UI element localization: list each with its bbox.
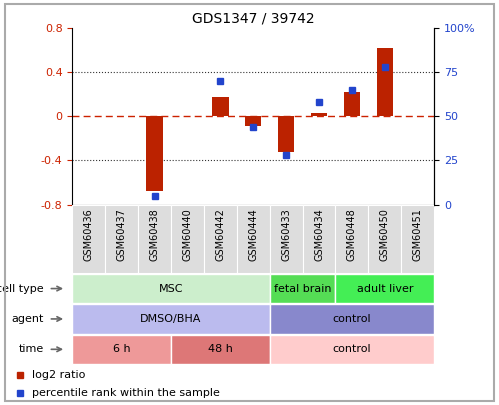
Text: agent: agent	[11, 314, 44, 324]
Bar	[105, 205, 138, 273]
Bar	[377, 48, 393, 116]
Text: cell type: cell type	[0, 284, 44, 294]
Bar	[269, 205, 302, 273]
Bar	[302, 205, 335, 273]
Text: control: control	[333, 314, 371, 324]
Text: GSM60448: GSM60448	[347, 208, 357, 261]
Text: DMSO/BHA: DMSO/BHA	[140, 314, 202, 324]
Text: log2 ratio: log2 ratio	[32, 370, 85, 380]
Title: GDS1347 / 39742: GDS1347 / 39742	[192, 12, 314, 26]
Bar	[335, 274, 434, 303]
Bar	[212, 97, 229, 116]
Text: adult liver: adult liver	[357, 284, 413, 294]
Text: fetal brain: fetal brain	[274, 284, 331, 294]
Text: 48 h: 48 h	[208, 344, 233, 354]
Text: GSM60434: GSM60434	[314, 208, 324, 261]
Text: GSM60433: GSM60433	[281, 208, 291, 261]
Text: GSM60440: GSM60440	[183, 208, 193, 261]
Bar	[269, 335, 434, 364]
Bar	[278, 116, 294, 151]
Bar	[335, 205, 368, 273]
Bar	[245, 116, 261, 126]
Bar	[72, 305, 269, 334]
Bar	[204, 205, 237, 273]
Text: 6 h: 6 h	[113, 344, 131, 354]
Bar	[237, 205, 269, 273]
Text: control: control	[333, 344, 371, 354]
Text: GSM60444: GSM60444	[248, 208, 258, 261]
Bar	[401, 205, 434, 273]
Text: GSM60450: GSM60450	[380, 208, 390, 261]
Bar	[72, 274, 269, 303]
Bar	[269, 305, 434, 334]
Text: GSM60438: GSM60438	[150, 208, 160, 261]
Bar	[311, 113, 327, 116]
Text: GSM60442: GSM60442	[216, 208, 226, 261]
Bar	[368, 205, 401, 273]
Bar	[171, 205, 204, 273]
Text: GSM60436: GSM60436	[84, 208, 94, 261]
Bar	[269, 274, 335, 303]
Bar	[171, 335, 269, 364]
Text: time: time	[18, 344, 44, 354]
Bar	[72, 205, 105, 273]
Text: percentile rank within the sample: percentile rank within the sample	[32, 388, 220, 398]
Bar	[138, 205, 171, 273]
Text: MSC: MSC	[159, 284, 183, 294]
Bar	[72, 335, 171, 364]
Text: GSM60451: GSM60451	[413, 208, 423, 261]
Bar	[344, 92, 360, 116]
Text: GSM60437: GSM60437	[117, 208, 127, 261]
Bar	[146, 116, 163, 191]
